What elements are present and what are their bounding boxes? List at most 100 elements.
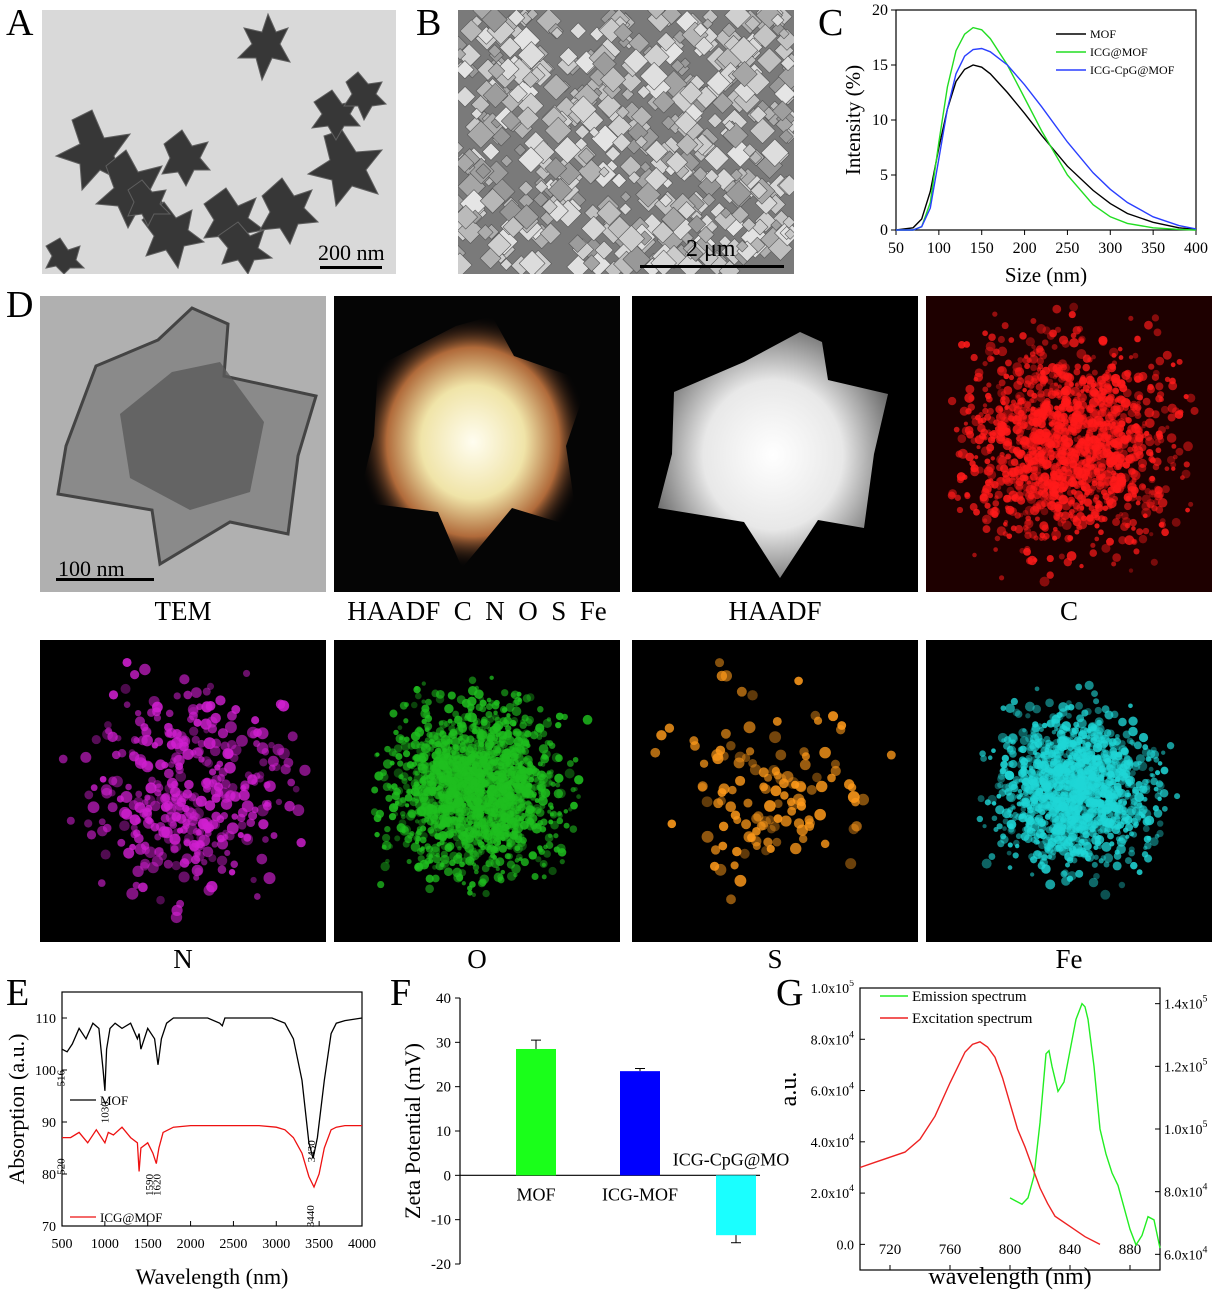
eds-map-n [40,640,326,942]
chart-c: 50 100 150 200 250 300 350 400 0 5 10 15 20 Size (nm)… [841,2,1208,287]
caption-fe: Fe [1055,944,1083,974]
chart-f-category-label: ICG-CpG@MOF [673,1149,790,1169]
scale-bar-d-line [56,578,154,581]
chart-g-legend-label: Excitation spectrum [912,1011,1033,1027]
chart-f-ytick-label: -20 [431,1257,451,1273]
chart-g-ytick-left-label: 2.0x104 [811,1183,855,1202]
chart-e-annotation: 3430 [306,1140,318,1163]
chart-c-legend-label: MOF [1090,27,1116,41]
chart-g-ytick-left-label: 8.0x104 [811,1029,855,1048]
chart-e-ytick-label: 90 [42,1116,56,1131]
chart-g-ytick-right-label: 1.0x105 [1164,1119,1208,1138]
chart-e-series-1 [62,1124,362,1189]
chart-e-xlabel: Wavelength (nm) [136,1264,289,1289]
scale-bar-d-label: 100 nm [58,556,125,581]
chart-e-annotation: 520 [56,1158,68,1175]
eds-map-s [632,640,918,942]
panel-label-c: C [818,2,844,44]
chart-c-series-0 [895,64,1197,231]
chart-e-xtick-label: 4000 [348,1237,376,1252]
eds-map-fe [926,640,1212,942]
chart-f-ytick-label: 20 [436,1080,451,1096]
chart-e-xtick-label: 2500 [219,1237,247,1252]
chart-e-annotation: 1620 [152,1174,164,1197]
panel-label-b: B [416,2,442,44]
chart-e-xtick-label: 2000 [177,1237,205,1252]
chart-g-ytick-left-label: 4.0x104 [811,1132,855,1151]
chart-c-ytick-label: 15 [872,57,888,74]
eds-overlay-map [334,296,620,592]
chart-e-legend-label: ICG@MOF [100,1210,163,1225]
chart-g-frame [859,987,1161,1271]
chart-f-bar-0 [516,1048,556,1176]
caption-c: C [1059,596,1078,626]
panel-label-g: G [776,972,804,1014]
chart-c-legend-label: ICG@MOF [1090,45,1148,59]
chart-c-xtick-label: 250 [1055,240,1079,257]
chart-e-ytick-label: 100 [35,1064,56,1079]
chart-f-ytick-label: 30 [436,1035,451,1051]
tem-image-d [40,296,326,592]
chart-c-frame [895,9,1197,231]
chart-f-ytick-label: 40 [436,991,451,1007]
chart-e: 500 1000 1500 2000 2500 3000 3500 4000 70 80 90 100… [4,991,376,1289]
caption-s: S [767,944,783,974]
chart-c-xtick-label: 100 [927,240,951,257]
chart-e-xtick-label: 1500 [134,1237,162,1252]
scale-bar-b-label: 2 μm [686,236,736,262]
chart-f-ytick-label: 10 [436,1124,451,1140]
chart-e-ytick-label: 80 [42,1168,56,1183]
chart-g-xtick-label: 800 [999,1242,1022,1258]
chart-e-xtick-label: 500 [52,1237,73,1252]
chart-c-ytick-label: 20 [872,2,888,19]
caption-overlay: HAADF C N O S Fe [347,596,607,626]
chart-g-series-0 [1009,1002,1161,1249]
eds-map-c [926,296,1212,592]
chart-g-ytick-right-label: 6.0x104 [1164,1244,1208,1263]
chart-c-legend-label: ICG-CpG@MOF [1090,63,1175,77]
chart-f-ylabel: Zeta Potential (mV) [400,1043,425,1219]
chart-c-xlabel: Size (nm) [1005,263,1087,287]
chart-f-bar-2 [716,1175,756,1236]
chart-f-bar-1 [620,1071,660,1176]
chart-c-ytick-label: 5 [880,167,888,184]
chart-g-xtick-label: 840 [1059,1242,1082,1258]
scale-bar-a-label: 200 nm [318,240,385,265]
chart-g-series-1 [859,1041,1101,1246]
chart-f-category-label: MOF [516,1184,555,1204]
chart-c-xtick-label: 300 [1098,240,1122,257]
chart-e-xtick-label: 3000 [262,1237,290,1252]
chart-e-ytick-label: 70 [42,1220,56,1235]
chart-e-xtick-label: 3500 [305,1237,333,1252]
panel-label-e: E [6,972,30,1014]
chart-g-xtick-label: 720 [879,1242,902,1258]
caption-tem: TEM [154,596,212,626]
chart-g-xtick-label: 880 [1119,1242,1142,1258]
chart-c-ytick-label: 10 [872,112,888,129]
chart-e-series-0 [61,1017,363,1159]
chart-g-xlabel: wavelength (nm) [928,1264,1091,1290]
panel-label-a: A [6,2,34,44]
chart-c-xtick-label: 350 [1141,240,1165,257]
tem-micrograph-a [42,10,396,274]
chart-g-ytick-right-label: 1.2x105 [1164,1056,1208,1075]
haadf-image [632,296,918,592]
chart-f-category-label: ICG-MOF [602,1184,678,1204]
caption-haadf: HAADF [728,596,822,626]
chart-c-xtick-label: 50 [888,240,904,257]
chart-c-xtick-label: 200 [1013,240,1037,257]
chart-f-ytick-label: 0 [444,1168,452,1184]
chart-f-ytick-label: -10 [431,1213,451,1229]
caption-o: O [467,944,487,974]
chart-c-xtick-label: 150 [970,240,994,257]
panel-label-d: D [6,284,34,326]
chart-g-legend-label: Emission spectrum [912,989,1027,1005]
chart-c-ytick-label: 0 [880,222,888,239]
chart-e-annotation: 3440 [305,1205,317,1228]
eds-map-o [334,640,620,942]
chart-e-annotation: 1030 [99,1101,111,1124]
chart-g-ytick-left-label: 0.0 [837,1238,855,1253]
chart-e-ylabel: Absorption (a.u.) [4,1034,29,1185]
chart-c-ylabel: Intensity (%) [841,65,865,175]
caption-n: N [173,944,193,974]
